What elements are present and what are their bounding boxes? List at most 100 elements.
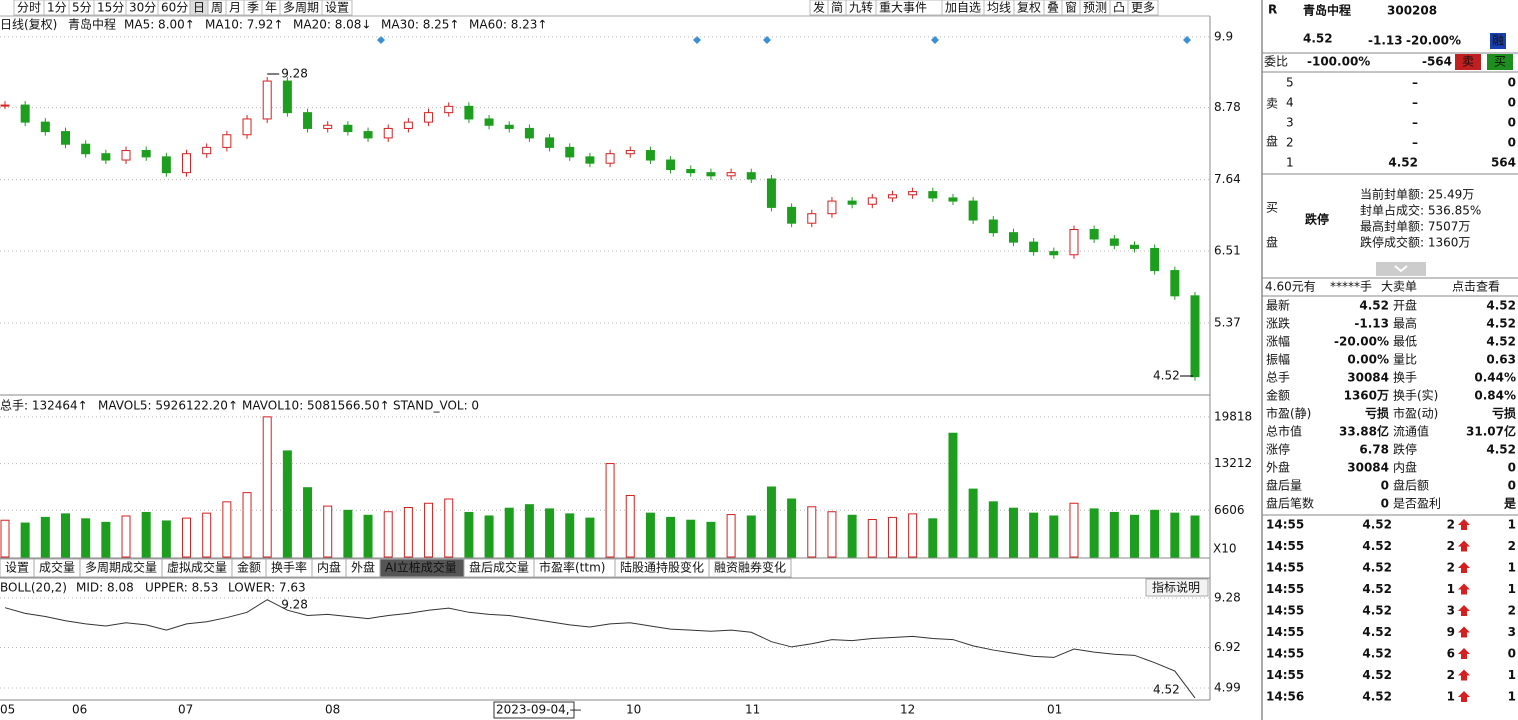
trade-count: 2 [1508, 604, 1516, 618]
stat-value: -20.00% [1334, 335, 1389, 349]
volume-bar [121, 515, 131, 558]
level-volume: 0 [1508, 136, 1516, 150]
event-marker[interactable] [931, 36, 939, 44]
trade-price: 4.52 [1362, 582, 1392, 596]
event-marker[interactable] [763, 36, 771, 44]
trade-arrow [1458, 562, 1470, 573]
volume-bar [1069, 502, 1079, 558]
tab-label: 市盈率(ttm) [539, 560, 605, 575]
volume-bar [1029, 512, 1039, 558]
x-tick-label: 2023-09-04,— [496, 703, 582, 717]
stat-label: 总手 [1266, 371, 1290, 385]
stat-value: 4.52 [1486, 317, 1516, 331]
level-volume: 0 [1508, 76, 1516, 90]
candle [787, 206, 797, 224]
stat-value: 30084 [1347, 371, 1389, 385]
x-tick-label: 06 [72, 703, 87, 717]
candle [242, 118, 252, 136]
level: 5 [1286, 76, 1294, 90]
stat-value: 是 [1503, 497, 1517, 511]
stat-label: 金额 [1266, 388, 1290, 403]
volume-bar [202, 512, 212, 558]
trade-volume: 6 [1447, 647, 1455, 661]
tab[interactable] [708, 558, 792, 578]
stat-value: 4.52 [1486, 299, 1516, 313]
volume-bar [887, 516, 897, 558]
candle [81, 143, 91, 155]
buy-button-label: 买 [1494, 55, 1506, 69]
trade-price: 4.52 [1362, 604, 1392, 618]
tab-label: 内盘 [317, 560, 341, 575]
stat-label: 内盘 [1393, 460, 1417, 475]
candle [988, 219, 998, 234]
help-button[interactable] [1145, 578, 1209, 597]
scale-label: X10 [1213, 542, 1237, 556]
big-order: *****手 [1330, 280, 1372, 294]
stat-label: 盘后量 [1266, 478, 1302, 493]
candle [1008, 232, 1018, 243]
tool-button[interactable] [321, 0, 353, 16]
volume-bar [1109, 511, 1119, 558]
candle [101, 153, 111, 161]
tab-label: 融资融券变化 [714, 560, 786, 575]
trade-count: 1 [1508, 561, 1516, 575]
stat-label: 涨跌 [1266, 316, 1290, 331]
legend-ma: MA5: 8.00↑ [124, 18, 195, 32]
candle [202, 146, 212, 155]
y-tick-label: 6.92 [1214, 640, 1241, 654]
stat-value: 0 [1508, 479, 1516, 493]
level-volume: 0 [1508, 96, 1516, 110]
event-marker[interactable] [1183, 36, 1191, 44]
volume-bar [706, 521, 716, 558]
sell-button[interactable] [1455, 54, 1481, 70]
trade-volume: 1 [1447, 690, 1455, 704]
y-tick-label: 19818 [1214, 409, 1252, 423]
x-tick-label: 08 [325, 703, 340, 717]
annotation: 4.52 [1153, 683, 1180, 697]
tool-button[interactable] [1127, 0, 1159, 16]
seal-info: 当前封单额: 25.49万 [1360, 187, 1474, 202]
legend-boll: MID: 8.08 [76, 581, 134, 595]
level-volume: 0 [1508, 116, 1516, 130]
stat-label: 涨停 [1266, 442, 1290, 457]
volume-bar [101, 521, 111, 558]
trade-price: 4.52 [1362, 668, 1392, 682]
buy-button[interactable] [1487, 54, 1513, 70]
tool-label: 日 [193, 1, 205, 15]
tool-label: 15分 [97, 1, 124, 15]
annotation: 9.28 [281, 598, 308, 612]
collapse-icon [1394, 265, 1408, 273]
y-tick-label: 7.64 [1214, 172, 1241, 186]
stat-value: 0.00% [1347, 353, 1389, 367]
trade-volume: 2 [1447, 561, 1455, 575]
volume-bar [867, 519, 877, 558]
tool-label: 30分 [129, 1, 156, 15]
trade-arrow [1458, 669, 1470, 681]
trade-time: 14:55 [1266, 539, 1304, 553]
tool-label: 更多 [1131, 1, 1155, 15]
volume-bar [1008, 507, 1018, 558]
collapse-button[interactable] [1376, 262, 1426, 276]
tab-label: 外盘 [351, 560, 375, 575]
candle [524, 127, 534, 139]
big-order: 4.60元有 [1265, 280, 1316, 294]
candle [383, 127, 393, 139]
x-tick-label: 07 [178, 703, 193, 717]
big-order: 点击查看 [1452, 280, 1500, 294]
volume-bar [383, 511, 393, 558]
candle [706, 172, 716, 177]
tab-label: 金额 [237, 560, 261, 575]
candle [282, 80, 292, 114]
trade-arrow [1458, 583, 1470, 595]
level-price: – [1412, 116, 1418, 130]
stat-label: 市盈(静) [1266, 406, 1311, 421]
candle [686, 168, 696, 174]
event-marker[interactable] [377, 36, 385, 44]
stat-label: 振幅 [1266, 352, 1290, 367]
trade-price: 4.52 [1362, 690, 1392, 704]
volume-bar [323, 505, 333, 558]
volume-bar [343, 509, 353, 558]
event-marker[interactable] [693, 36, 701, 44]
trade-price: 4.52 [1362, 518, 1392, 532]
